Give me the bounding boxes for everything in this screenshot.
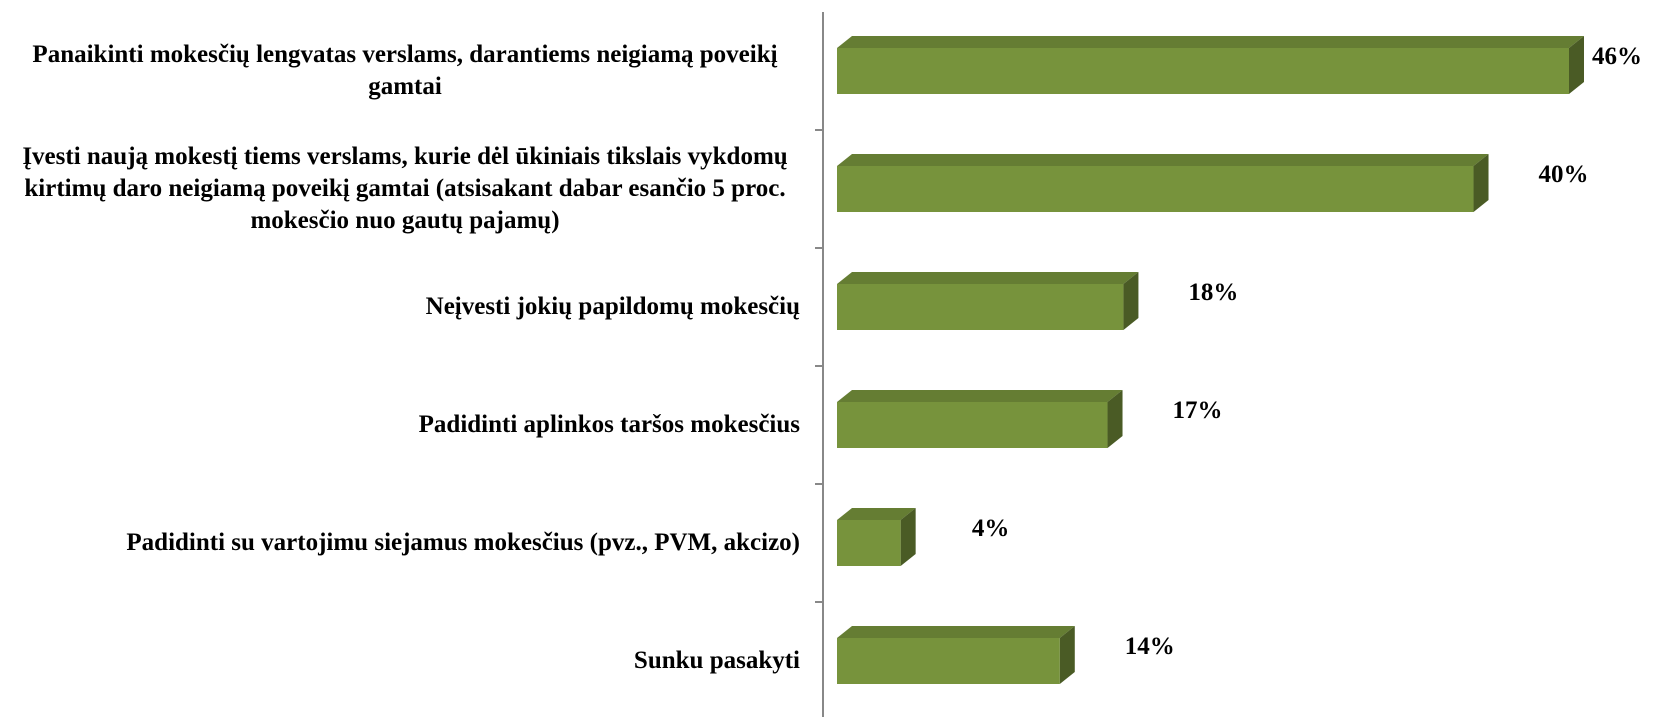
bar (837, 166, 1474, 212)
category-label: Sunku pasakyti (0, 602, 800, 720)
value-label: 14% (1125, 633, 1175, 661)
value-label: 17% (1173, 397, 1223, 425)
bar-top (837, 390, 1123, 402)
value-label-text: 18% (1188, 279, 1239, 306)
category-label: Panaikinti mokesčių lengvatas verslams, … (0, 12, 800, 130)
category-label: Padidinti su vartojimu siejamus mokesčiu… (0, 484, 800, 602)
value-label-text: 17% (1172, 397, 1223, 424)
bar (837, 48, 1569, 94)
bar (837, 284, 1124, 330)
bar-side (1107, 390, 1123, 448)
bar-side (1569, 36, 1584, 94)
value-label-text: 4% (971, 515, 1010, 542)
bar-side (1123, 272, 1139, 330)
bar-top (837, 626, 1075, 638)
value-label: 18% (1188, 279, 1238, 307)
value-label-text: 14% (1124, 633, 1175, 660)
bar-side (1473, 154, 1489, 212)
category-label-text: Panaikinti mokesčių lengvatas verslams, … (32, 41, 778, 100)
category-label: Neįvesti jokių papildomų mokesčių (0, 248, 800, 366)
value-label: 40% (1539, 161, 1589, 189)
category-label-text: Neįvesti jokių papildomų mokesčių (425, 293, 800, 320)
category-label: Padidinti aplinkos taršos mokesčius (0, 366, 800, 484)
bar-top (837, 272, 1139, 284)
bar-top (837, 154, 1489, 166)
category-label-text: Padidinti su vartojimu siejamus mokesčiu… (126, 529, 800, 556)
bar-top (837, 36, 1584, 48)
category-label-text: Įvesti naują mokestį tiems verslams, kur… (22, 143, 788, 234)
bar (837, 402, 1108, 448)
value-label-text: 40% (1538, 161, 1589, 188)
bar (837, 638, 1060, 684)
category-label-text: Sunku pasakyti (633, 647, 800, 674)
category-label-text: Padidinti aplinkos taršos mokesčius (418, 411, 800, 438)
value-label-text: 46% (1592, 43, 1642, 70)
value-label: 46% (1592, 43, 1642, 71)
bar-side (900, 508, 916, 566)
value-label: 4% (972, 515, 1010, 543)
bar (837, 520, 901, 566)
category-label: Įvesti naują mokestį tiems verslams, kur… (0, 130, 800, 248)
bar-side (1059, 626, 1075, 684)
bar-top (837, 508, 916, 520)
